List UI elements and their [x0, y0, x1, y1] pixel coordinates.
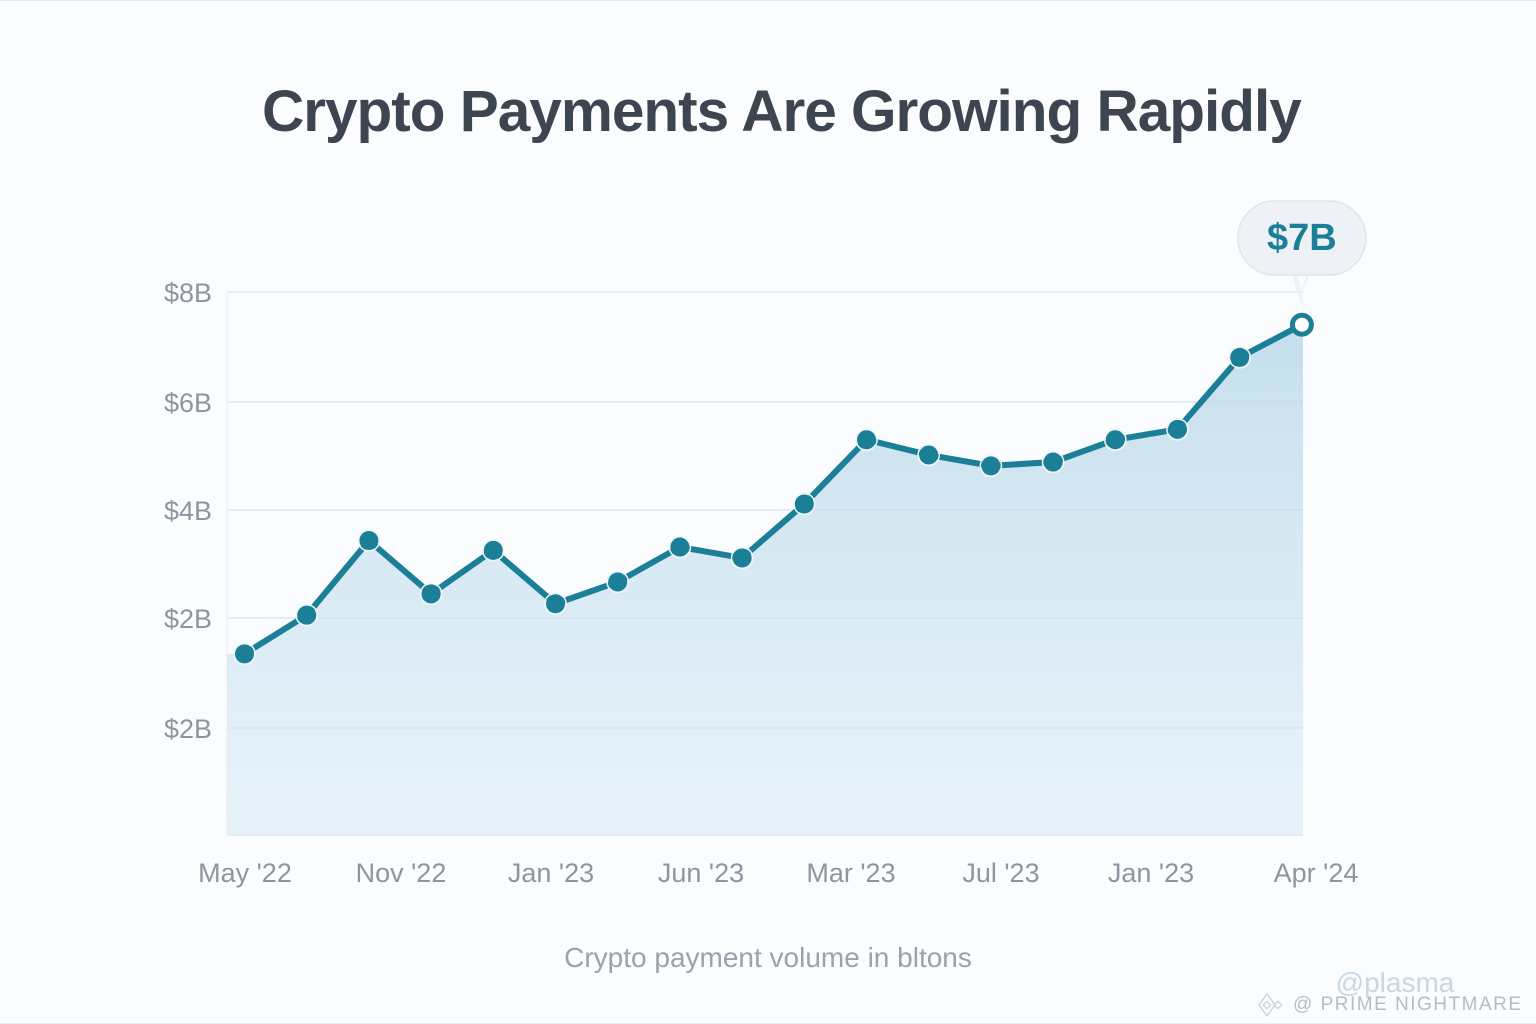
svg-text:$7B: $7B [1267, 217, 1337, 259]
